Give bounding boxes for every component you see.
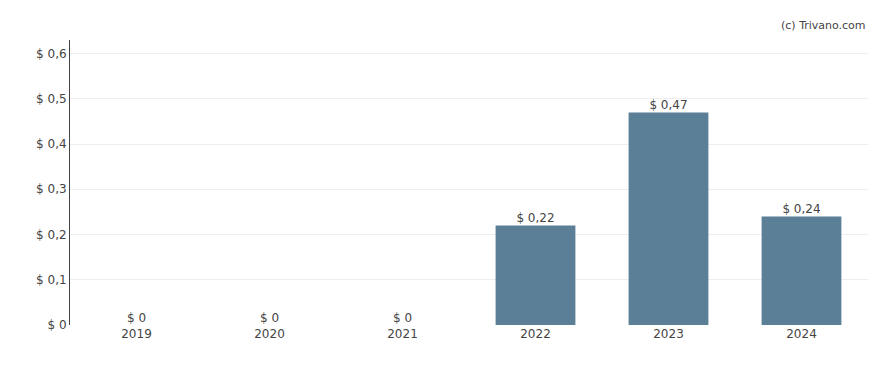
svg-text:$ 0: $ 0 [260, 311, 279, 325]
svg-text:$ 0: $ 0 [48, 318, 67, 332]
svg-text:$ 0,24: $ 0,24 [782, 202, 820, 216]
svg-text:$ 0,22: $ 0,22 [516, 211, 554, 225]
svg-text:$ 0,2: $ 0,2 [36, 228, 67, 242]
svg-text:2021: 2021 [387, 327, 418, 341]
svg-text:2023: 2023 [653, 327, 684, 341]
svg-text:2022: 2022 [520, 327, 551, 341]
svg-text:$ 0,6: $ 0,6 [36, 47, 67, 61]
svg-text:$ 0,3: $ 0,3 [36, 182, 67, 196]
svg-text:$ 0,4: $ 0,4 [36, 137, 67, 151]
svg-text:$ 0,5: $ 0,5 [36, 92, 67, 106]
svg-text:$ 0: $ 0 [127, 311, 146, 325]
svg-text:2019: 2019 [121, 327, 152, 341]
svg-text:(c) Trivano.com: (c) Trivano.com [781, 19, 866, 32]
svg-text:2024: 2024 [786, 327, 817, 341]
svg-text:$ 0,1: $ 0,1 [36, 273, 67, 287]
svg-text:$ 0: $ 0 [393, 311, 412, 325]
svg-text:2020: 2020 [254, 327, 285, 341]
svg-text:$ 0,47: $ 0,47 [649, 98, 687, 112]
